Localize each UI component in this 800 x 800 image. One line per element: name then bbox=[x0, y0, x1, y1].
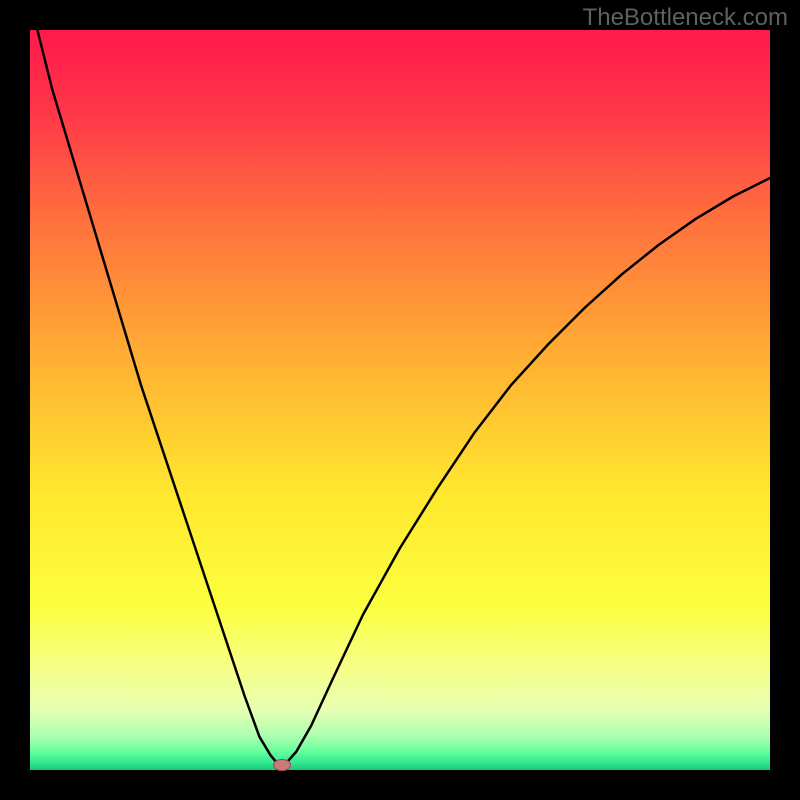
watermark-text: TheBottleneck.com bbox=[583, 4, 788, 32]
optimal-point-marker bbox=[273, 759, 291, 771]
bottleneck-curve bbox=[30, 30, 770, 770]
plot-area bbox=[30, 30, 770, 770]
